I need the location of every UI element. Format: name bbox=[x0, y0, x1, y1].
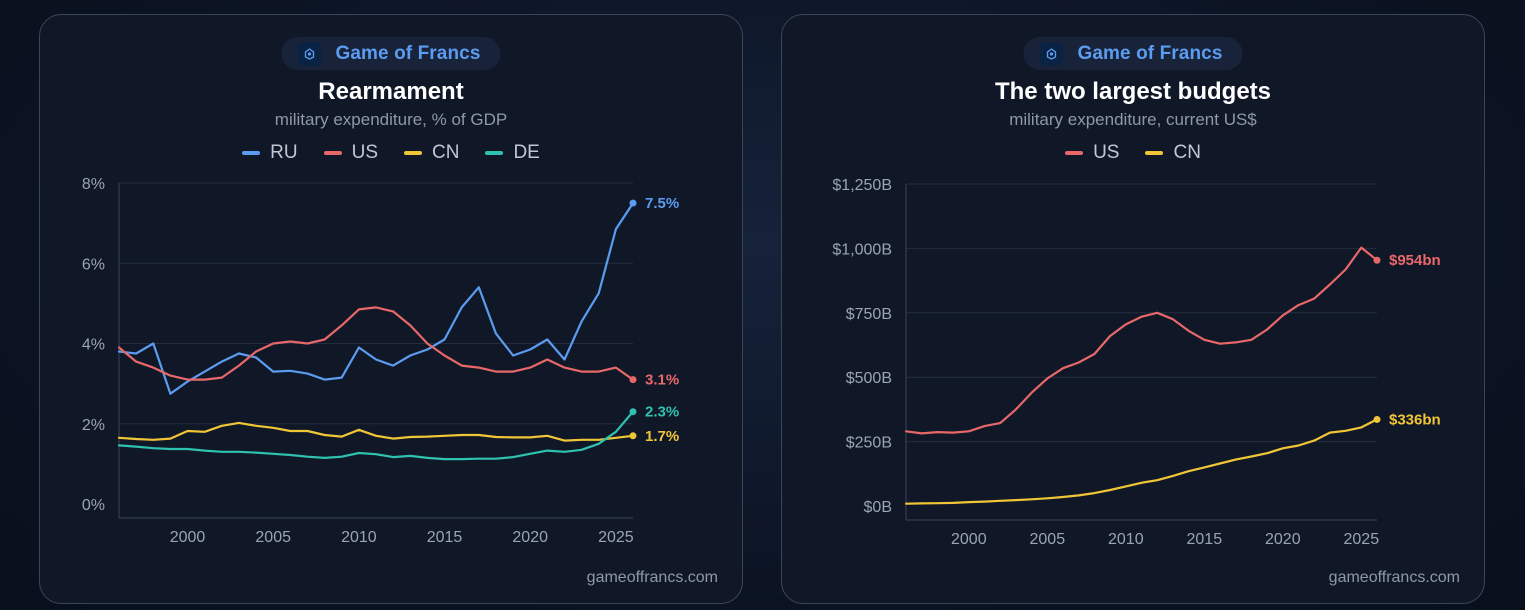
y-tick-label: $0B bbox=[864, 499, 892, 516]
legend-swatch bbox=[485, 151, 504, 155]
series-line-ru bbox=[117, 202, 635, 395]
series-end-label: 7.5% bbox=[645, 195, 679, 212]
series-line-de bbox=[117, 410, 635, 461]
source-url[interactable]: gameoffrancs.com bbox=[1328, 569, 1460, 586]
series-end-point bbox=[629, 408, 637, 416]
line-chart: 0% 2% 4% 6% 8% 2000 2005 2010 2015 2020 2025 7.5% 3.… bbox=[82, 176, 679, 546]
brand-logo-icon bbox=[1039, 41, 1064, 66]
y-tick-label: $250B bbox=[846, 435, 892, 452]
series-end-point bbox=[629, 199, 637, 207]
series-end-label: $336bn bbox=[1389, 411, 1441, 428]
x-tick-label: 2010 bbox=[341, 529, 377, 546]
brand-badge[interactable]: Game of Francs bbox=[281, 37, 501, 70]
chart-title: Rearmament bbox=[318, 78, 464, 105]
legend-item-us: US bbox=[1065, 142, 1119, 164]
series-end-point bbox=[1373, 415, 1381, 423]
legend-label: CN bbox=[1173, 142, 1201, 163]
x-tick-label: 2010 bbox=[1108, 531, 1144, 548]
legend-swatch bbox=[1145, 151, 1164, 155]
series-line-us bbox=[904, 246, 1379, 435]
x-tick-label: 2015 bbox=[1187, 531, 1223, 548]
y-tick-label: 8% bbox=[82, 176, 105, 193]
x-tick-label: 2020 bbox=[1265, 531, 1301, 548]
legend-item-de: DE bbox=[485, 142, 540, 164]
x-tick-label: 2005 bbox=[1030, 531, 1066, 548]
y-tick-label: $1,000B bbox=[832, 241, 892, 258]
series-end-label: $954bn bbox=[1389, 252, 1441, 269]
x-tick-label: 2000 bbox=[951, 531, 987, 548]
brand-badge[interactable]: Game of Francs bbox=[1023, 37, 1243, 70]
chart-card-budgets: Game of Francs The two largest budgets m… bbox=[781, 14, 1485, 604]
source-url[interactable]: gameoffrancs.com bbox=[586, 569, 718, 586]
y-tick-label: 2% bbox=[82, 417, 105, 434]
x-tick-label: 2005 bbox=[255, 529, 291, 546]
brand-logo-icon bbox=[297, 41, 322, 66]
x-tick-label: 2025 bbox=[1344, 531, 1380, 548]
chart-subtitle: military expenditure, current US$ bbox=[1009, 110, 1257, 129]
series-end-label: 1.7% bbox=[645, 428, 679, 445]
x-tick-label: 2000 bbox=[170, 529, 206, 546]
y-tick-label: $500B bbox=[846, 370, 892, 387]
chart-title: The two largest budgets bbox=[994, 78, 1272, 105]
y-tick-label: $1,250B bbox=[832, 177, 892, 194]
legend-swatch bbox=[404, 151, 422, 155]
series-end-point bbox=[1373, 256, 1381, 264]
x-tick-label: 2015 bbox=[427, 529, 463, 546]
series-line-us bbox=[117, 306, 635, 381]
x-tick-label: 2020 bbox=[512, 529, 548, 546]
legend-item-us: US bbox=[323, 142, 378, 164]
series-end-label: 3.1% bbox=[645, 372, 679, 389]
legend-label: US bbox=[351, 142, 378, 163]
legend-item-cn: CN bbox=[404, 142, 459, 164]
y-tick-label: 4% bbox=[82, 337, 105, 354]
brand-name: Game of Francs bbox=[1077, 42, 1223, 64]
y-tick-label: 0% bbox=[82, 497, 105, 514]
legend-item-cn: CN bbox=[1145, 142, 1201, 164]
legend-swatch bbox=[323, 151, 342, 155]
x-tick-label: 2025 bbox=[598, 529, 634, 546]
legend-label: DE bbox=[513, 142, 540, 163]
series-end-point bbox=[629, 376, 637, 384]
y-tick-label: $750B bbox=[846, 306, 892, 323]
legend-label: RU bbox=[270, 142, 298, 163]
brand-name: Game of Francs bbox=[335, 42, 481, 64]
legend-swatch bbox=[1065, 151, 1084, 155]
chart-subtitle: military expenditure, % of GDP bbox=[274, 110, 508, 129]
series-line-cn bbox=[904, 418, 1379, 505]
legend-label: US bbox=[1093, 142, 1120, 163]
legend-item-ru: RU bbox=[242, 142, 298, 164]
y-tick-label: 6% bbox=[82, 256, 105, 273]
chart-card-rearmament: Game of Francs Rearmament military expen… bbox=[39, 14, 743, 604]
legend-label: CN bbox=[432, 142, 460, 163]
series-end-point bbox=[629, 432, 637, 440]
legend-swatch bbox=[242, 151, 261, 155]
series-end-label: 2.3% bbox=[645, 404, 679, 421]
chart-legend: RU US CN DE bbox=[40, 142, 742, 164]
series-line-cn bbox=[117, 421, 635, 442]
chart-legend: US CN bbox=[782, 142, 1484, 164]
line-chart: $0B $250B $500B $750B $1,000B $1,250B 2000 2005… bbox=[832, 177, 1441, 548]
